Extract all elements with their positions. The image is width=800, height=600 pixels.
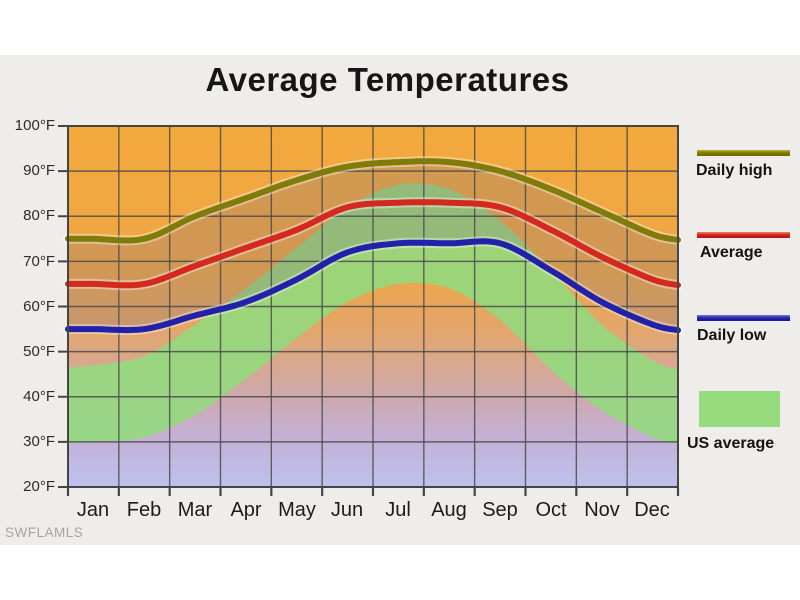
y-tick-label: 80°F	[23, 207, 55, 224]
us-average-legend-label: US average	[687, 435, 775, 452]
y-tick-label: 20°F	[23, 478, 55, 495]
daily-low-legend-label: Daily low	[697, 327, 767, 344]
x-tick-label: Dec	[634, 499, 670, 521]
x-tick-label: May	[278, 499, 316, 521]
y-tick-label: 90°F	[23, 162, 55, 179]
x-tick-label: Aug	[431, 499, 467, 521]
watermark: SWFLAMLS	[5, 525, 84, 540]
x-tick-label: Jan	[76, 499, 110, 521]
x-tick-label: Mar	[177, 499, 213, 521]
x-tick-label: Nov	[584, 499, 620, 521]
y-tick-label: 60°F	[23, 298, 55, 315]
daily-low-legend-swatch	[697, 315, 790, 321]
x-tick-label: Jun	[330, 499, 364, 521]
us-average-legend-swatch	[699, 391, 780, 427]
y-tick-label: 40°F	[23, 388, 55, 405]
y-tick-label: 30°F	[23, 433, 55, 450]
x-tick-label: Sep	[482, 499, 518, 521]
x-tick-label: Feb	[126, 499, 162, 521]
chart-panel-background	[0, 55, 800, 545]
average-legend-swatch	[697, 232, 790, 238]
x-tick-label: Apr	[230, 499, 262, 521]
x-tick-label: Jul	[385, 499, 411, 521]
y-tick-label: 70°F	[23, 253, 55, 270]
chart-title: Average Temperatures	[205, 61, 570, 98]
y-tick-label: 100°F	[14, 117, 55, 134]
y-tick-label: 50°F	[23, 343, 55, 360]
average-legend-label: Average	[700, 244, 763, 261]
x-tick-label: Oct	[535, 499, 567, 521]
daily-high-legend-label: Daily high	[696, 162, 773, 179]
daily-high-legend-swatch	[697, 150, 790, 156]
